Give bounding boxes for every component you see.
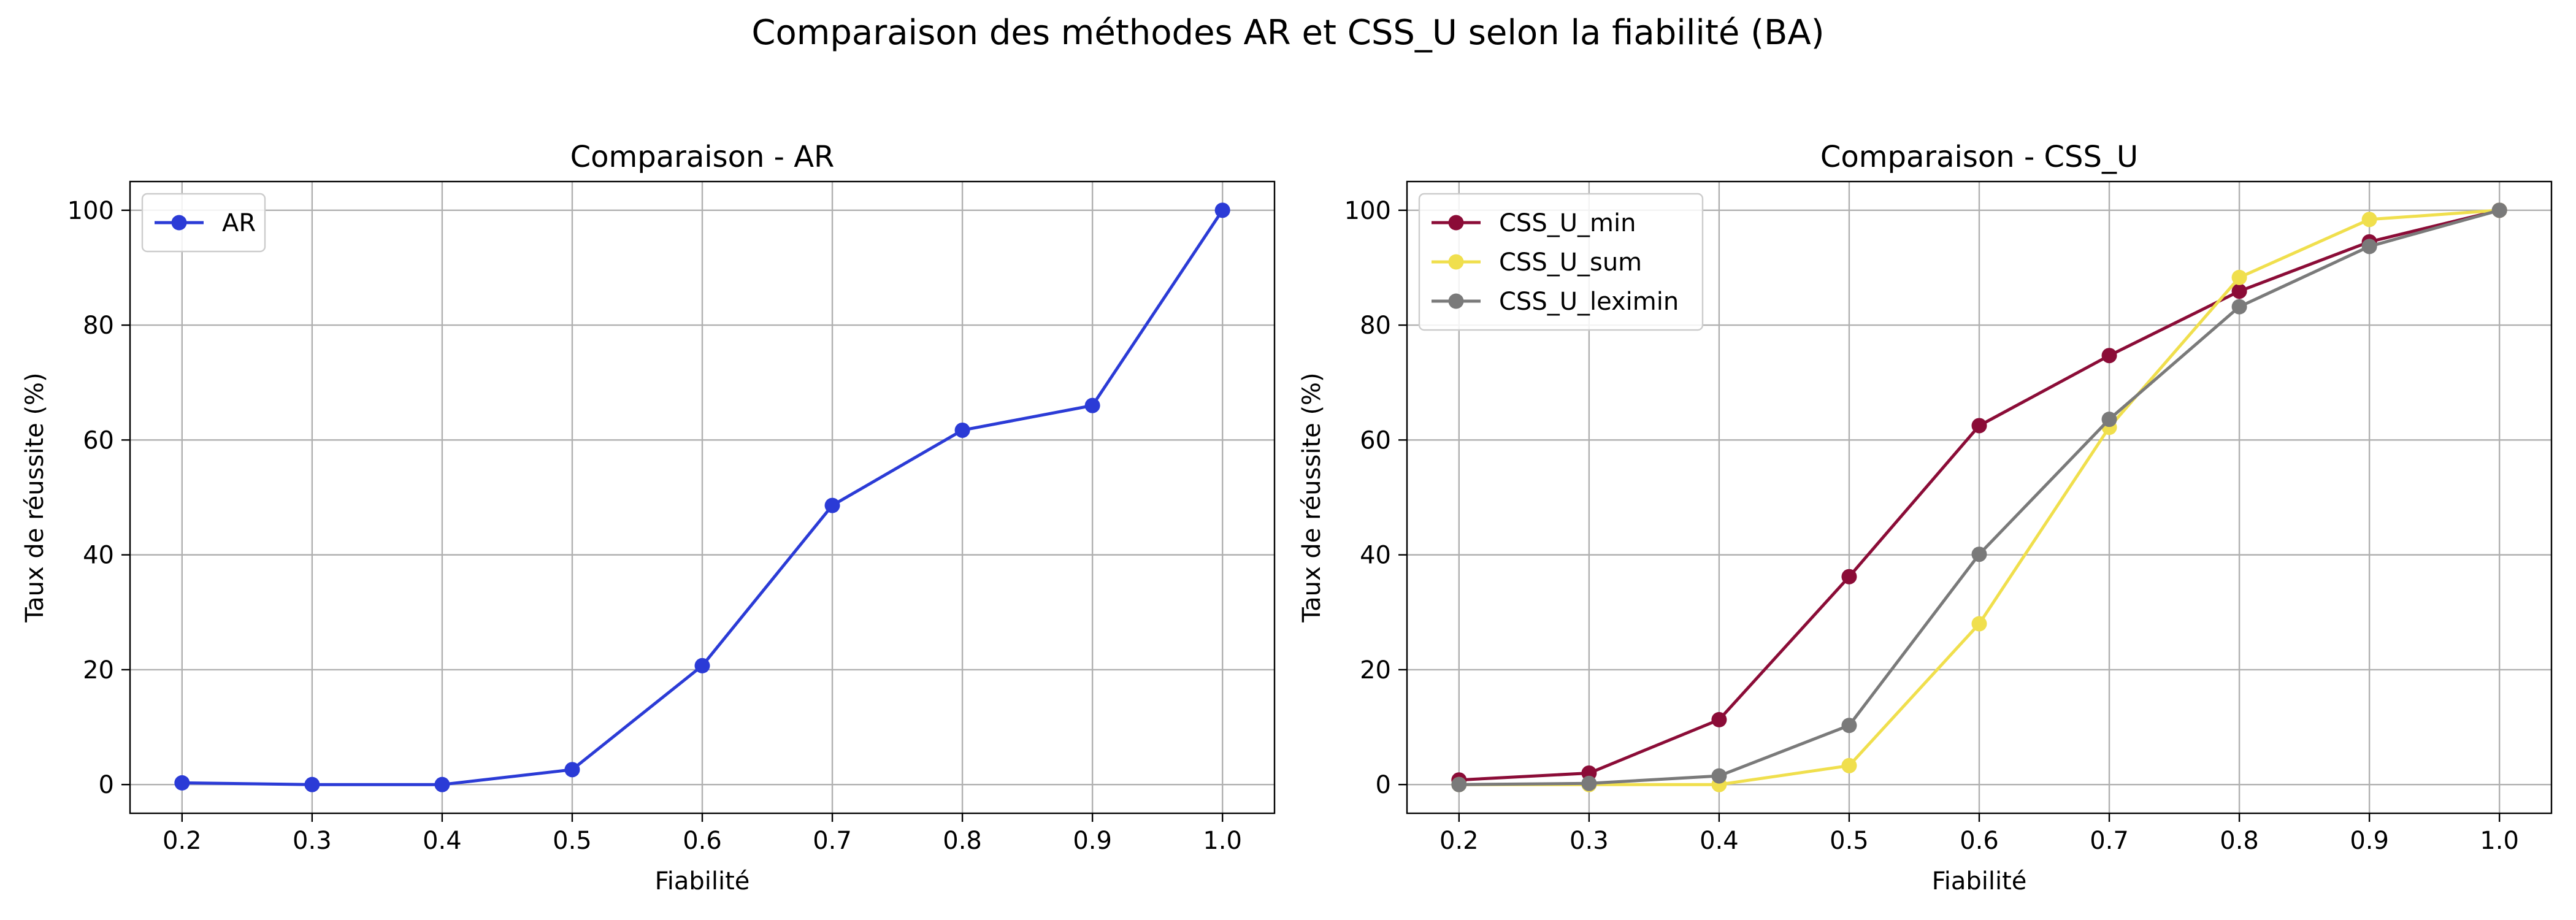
- x-axis-label: Fiabilité: [655, 867, 750, 895]
- data-point-CSS_U_sum: [2361, 212, 2377, 228]
- legend-label: AR: [222, 209, 256, 237]
- x-tick-label: 0.3: [293, 827, 332, 855]
- y-tick-label: 80: [1360, 312, 1391, 340]
- legend-marker-CSS_U_leximin: [1448, 293, 1464, 309]
- x-tick-label: 0.5: [1830, 827, 1869, 855]
- data-point-CSS_U_leximin: [1711, 768, 1727, 784]
- data-point-AR: [1084, 397, 1100, 413]
- y-tick-label: 100: [1344, 197, 1391, 225]
- data-point-CSS_U_leximin: [2231, 299, 2247, 315]
- y-axis-label: Taux de réussite (%): [1298, 372, 1326, 623]
- x-tick-label: 0.6: [1960, 827, 1999, 855]
- data-point-AR: [434, 776, 450, 792]
- data-point-CSS_U_leximin: [2491, 202, 2507, 218]
- chart-title: Comparaison - AR: [570, 140, 835, 174]
- x-axis-label: Fiabilité: [1932, 867, 2027, 895]
- legend-marker-CSS_U_sum: [1448, 254, 1464, 270]
- data-point-AR: [564, 762, 580, 778]
- data-point-AR: [694, 657, 710, 673]
- data-point-CSS_U_leximin: [1451, 776, 1467, 792]
- data-point-CSS_U_sum: [1841, 757, 1857, 773]
- x-tick-label: 0.9: [1073, 827, 1112, 855]
- data-point-CSS_U_leximin: [1581, 775, 1597, 791]
- data-point-CSS_U_leximin: [1841, 718, 1857, 734]
- data-point-CSS_U_min: [2231, 283, 2247, 299]
- figure-suptitle: Comparaison des méthodes AR et CSS_U sel…: [751, 13, 1824, 53]
- y-tick-label: 80: [83, 312, 114, 340]
- x-tick-label: 1.0: [1203, 827, 1242, 855]
- x-tick-label: 0.8: [943, 827, 982, 855]
- legend-marker-CSS_U_min: [1448, 215, 1464, 231]
- x-tick-label: 0.4: [423, 827, 462, 855]
- data-point-AR: [304, 776, 320, 792]
- x-tick-label: 1.0: [2480, 827, 2519, 855]
- y-tick-label: 60: [1360, 426, 1391, 454]
- y-tick-label: 0: [1376, 771, 1391, 799]
- data-point-AR: [174, 775, 190, 791]
- x-tick-label: 0.6: [683, 827, 722, 855]
- legend: AR: [141, 193, 266, 253]
- data-point-CSS_U_sum: [1971, 616, 1987, 632]
- x-tick-label: 0.8: [2220, 827, 2259, 855]
- chart-2: 0.2 0.3 0.4 0.5 0.6 0.7 0.8 0.9 1.0 0 20 40 60 80 100 C…: [1298, 140, 2553, 895]
- y-tick-label: 20: [83, 656, 114, 684]
- legend-marker-AR: [171, 215, 187, 231]
- x-tick-label: 0.7: [813, 827, 852, 855]
- data-point-AR: [1214, 202, 1230, 218]
- x-tick-label: 0.5: [553, 827, 592, 855]
- x-tick-label: 0.2: [163, 827, 202, 855]
- y-tick-label: 40: [1360, 542, 1391, 570]
- y-tick-label: 60: [83, 426, 114, 454]
- y-axis-label: Taux de réussite (%): [21, 372, 49, 623]
- chart-title: Comparaison - CSS_U: [1820, 140, 2138, 174]
- data-point-CSS_U_min: [1711, 711, 1727, 727]
- plots: 0.2 0.3 0.4 0.5 0.6 0.7 0.8 0.9 1.0 0 20 40 60 80 100 C…: [21, 140, 2553, 895]
- data-point-AR: [954, 422, 970, 438]
- legend-label: CSS_U_min: [1499, 209, 1636, 237]
- data-point-AR: [824, 497, 840, 513]
- data-point-CSS_U_sum: [2231, 269, 2247, 285]
- y-tick-label: 40: [83, 542, 114, 570]
- y-tick-label: 0: [99, 771, 114, 799]
- legend: CSS_U_min CSS_U_sum CSS_U_leximin: [1418, 193, 1704, 331]
- y-tick-label: 20: [1360, 656, 1391, 684]
- data-point-CSS_U_leximin: [1971, 546, 1987, 562]
- x-tick-label: 0.2: [1439, 827, 1479, 855]
- legend-label: CSS_U_leximin: [1499, 288, 1679, 316]
- x-tick-label: 0.9: [2350, 827, 2389, 855]
- legend-label: CSS_U_sum: [1499, 248, 1642, 277]
- data-point-CSS_U_min: [1971, 418, 1987, 434]
- x-tick-label: 0.4: [1700, 827, 1739, 855]
- data-point-CSS_U_min: [2101, 348, 2117, 364]
- y-tick-label: 100: [67, 197, 114, 225]
- data-point-CSS_U_min: [1841, 569, 1857, 585]
- legend-frame: [1418, 193, 1704, 331]
- x-tick-label: 0.3: [1570, 827, 1609, 855]
- chart-1: 0.2 0.3 0.4 0.5 0.6 0.7 0.8 0.9 1.0 0 20 40 60 80 100 C…: [21, 140, 1276, 895]
- data-point-CSS_U_leximin: [2101, 412, 2117, 427]
- x-tick-label: 0.7: [2090, 827, 2129, 855]
- data-point-CSS_U_leximin: [2361, 239, 2377, 255]
